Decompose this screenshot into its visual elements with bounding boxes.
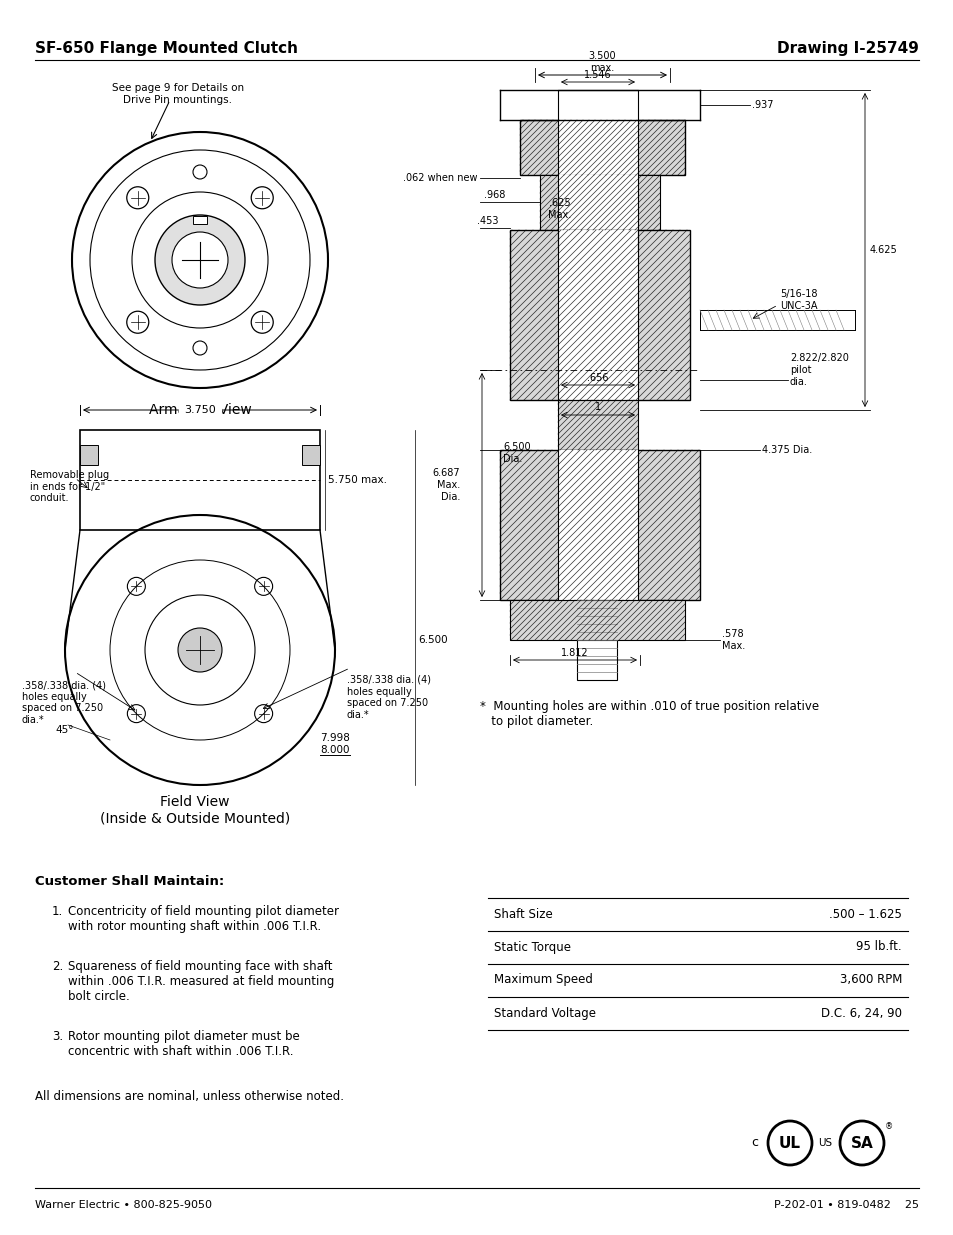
Bar: [558, 450, 638, 600]
Text: 6.500
Dia.: 6.500 Dia.: [502, 442, 530, 464]
Bar: [193, 216, 207, 224]
Text: .453: .453: [476, 216, 498, 226]
Text: Rotor mounting pilot diameter must be
concentric with shaft within .006 T.I.R.: Rotor mounting pilot diameter must be co…: [68, 1030, 299, 1058]
Bar: [510, 600, 684, 640]
Bar: [499, 450, 700, 600]
Text: 4.625: 4.625: [869, 245, 897, 254]
Bar: [558, 230, 638, 400]
Text: Static Torque: Static Torque: [494, 941, 571, 953]
Text: .937: .937: [751, 100, 773, 110]
Text: 45°: 45°: [55, 725, 73, 735]
Bar: [499, 450, 700, 600]
Text: Armature View: Armature View: [149, 403, 251, 417]
Text: .062 when new: .062 when new: [403, 173, 477, 183]
Bar: [558, 400, 638, 450]
Text: ®: ®: [884, 1123, 892, 1131]
Text: .625
Max.: .625 Max.: [548, 198, 571, 220]
Text: 8.000: 8.000: [319, 745, 349, 755]
Bar: [577, 600, 617, 680]
Bar: [539, 175, 659, 230]
Text: .500 – 1.625: .500 – 1.625: [828, 908, 901, 920]
Circle shape: [154, 215, 245, 305]
Text: 7.998: 7.998: [319, 734, 350, 743]
Text: All dimensions are nominal, unless otherwise noted.: All dimensions are nominal, unless other…: [35, 1091, 344, 1103]
Bar: [539, 175, 659, 230]
Text: 6.687
Max.
Dia.: 6.687 Max. Dia.: [432, 468, 459, 501]
Bar: [558, 400, 638, 450]
Bar: [510, 230, 689, 400]
Circle shape: [178, 629, 222, 672]
Text: 95 lb.ft.: 95 lb.ft.: [856, 941, 901, 953]
Text: 1.812: 1.812: [560, 648, 588, 658]
Bar: [80, 430, 319, 530]
Text: .968: .968: [484, 190, 505, 200]
Bar: [519, 120, 684, 175]
Text: .578
Max.: .578 Max.: [721, 629, 744, 651]
Text: See page 9 for Details on
Drive Pin mountings.: See page 9 for Details on Drive Pin moun…: [112, 83, 244, 105]
Text: 4.375 Dia.: 4.375 Dia.: [761, 445, 811, 454]
Text: Standard Voltage: Standard Voltage: [494, 1007, 596, 1020]
Text: 6.500: 6.500: [417, 635, 447, 645]
Text: 3.750: 3.750: [184, 405, 215, 415]
Text: 2.822/2.820
pilot
dia.: 2.822/2.820 pilot dia.: [789, 353, 848, 387]
Bar: [302, 445, 319, 466]
Bar: [510, 230, 689, 400]
Text: 3.500
max.: 3.500 max.: [588, 52, 616, 73]
Text: Drawing I-25749: Drawing I-25749: [777, 41, 918, 56]
Text: 2.: 2.: [52, 960, 63, 973]
Text: 5.750 max.: 5.750 max.: [328, 475, 387, 485]
Text: c: c: [751, 1136, 758, 1150]
Text: 5/16-18
UNC-3A: 5/16-18 UNC-3A: [780, 289, 817, 311]
Bar: [558, 175, 638, 249]
Text: UL: UL: [779, 1135, 801, 1151]
Text: Warner Electric • 800-825-9050: Warner Electric • 800-825-9050: [35, 1200, 212, 1210]
Text: 1: 1: [595, 403, 600, 412]
Text: 3.: 3.: [52, 1030, 63, 1044]
Text: P-202-01 • 819-0482    25: P-202-01 • 819-0482 25: [773, 1200, 918, 1210]
Bar: [80, 445, 98, 466]
Text: 1.546: 1.546: [583, 70, 611, 80]
Text: Concentricity of field mounting pilot diameter
with rotor mounting shaft within : Concentricity of field mounting pilot di…: [68, 905, 338, 932]
Text: Squareness of field mounting face with shaft
within .006 T.I.R. measured at fiel: Squareness of field mounting face with s…: [68, 960, 334, 1003]
Text: SF-650 Flange Mounted Clutch: SF-650 Flange Mounted Clutch: [35, 41, 297, 56]
Text: Shaft Size: Shaft Size: [494, 908, 552, 920]
Text: *  Mounting holes are within .010 of true position relative
   to pilot diameter: * Mounting holes are within .010 of true…: [479, 700, 819, 727]
Text: Customer Shall Maintain:: Customer Shall Maintain:: [35, 876, 224, 888]
Text: Removable plug
in ends for 1/2"
conduit.: Removable plug in ends for 1/2" conduit.: [30, 471, 109, 503]
Text: US: US: [817, 1137, 831, 1149]
Text: SA: SA: [850, 1135, 872, 1151]
Text: 3,600 RPM: 3,600 RPM: [839, 973, 901, 987]
Bar: [510, 600, 684, 640]
Text: Maximum Speed: Maximum Speed: [494, 973, 592, 987]
Text: 1.: 1.: [52, 905, 63, 918]
Text: .656: .656: [587, 373, 608, 383]
Text: Field View
(Inside & Outside Mounted): Field View (Inside & Outside Mounted): [100, 795, 290, 825]
Text: D.C. 6, 24, 90: D.C. 6, 24, 90: [821, 1007, 901, 1020]
Bar: [519, 120, 684, 175]
Circle shape: [172, 232, 228, 288]
Text: .358/.338 dia. (4)
holes equally
spaced on 7.250
dia.*: .358/.338 dia. (4) holes equally spaced …: [347, 676, 431, 720]
Text: .358/.338 dia. (4)
holes equally
spaced on 7.250
dia.*: .358/.338 dia. (4) holes equally spaced …: [22, 680, 106, 725]
Bar: [558, 90, 638, 200]
